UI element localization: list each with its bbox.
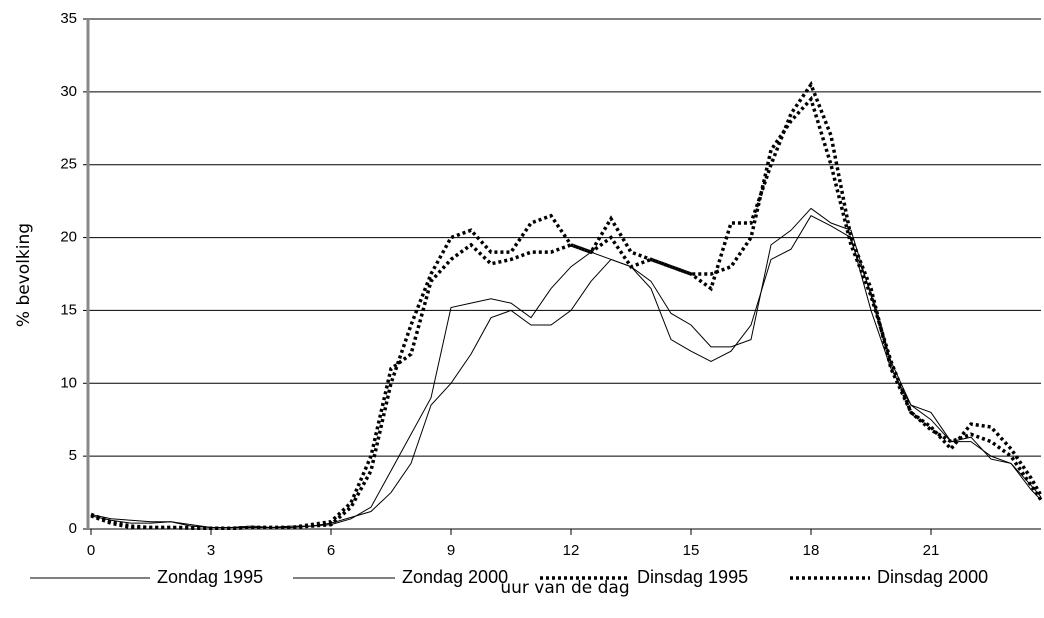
y-tick-label: 35 [60, 10, 77, 27]
x-tick-label: 0 [87, 542, 95, 559]
legend-label: Zondag 2000 [402, 567, 508, 587]
x-tick-label: 21 [923, 542, 940, 559]
x-axis-label: uur van de dag [500, 578, 629, 598]
x-tick-label: 15 [683, 542, 700, 559]
y-tick-label: 30 [60, 83, 77, 100]
y-tick-label: 20 [60, 229, 77, 246]
series-line [90, 95, 1043, 531]
y-axis-label: % bevolking [14, 223, 34, 327]
y-tick-label: 5 [69, 447, 77, 464]
legend-label: Dinsdag 1995 [637, 567, 748, 587]
x-tick-label: 9 [447, 542, 455, 559]
y-tick-label: 15 [60, 301, 77, 318]
legend-label: Zondag 1995 [157, 567, 263, 587]
series-line [90, 207, 1042, 529]
legend-label: Dinsdag 2000 [877, 567, 988, 587]
series-line [90, 80, 1043, 531]
x-tick-label: 6 [327, 542, 335, 559]
series-line [90, 215, 1042, 529]
x-tick-label: 18 [803, 542, 820, 559]
y-tick-label: 25 [60, 156, 77, 173]
x-tick-label: 12 [563, 542, 580, 559]
y-tick-label: 0 [69, 520, 77, 537]
y-tick-label: 10 [60, 374, 77, 391]
x-tick-label: 3 [207, 542, 215, 559]
